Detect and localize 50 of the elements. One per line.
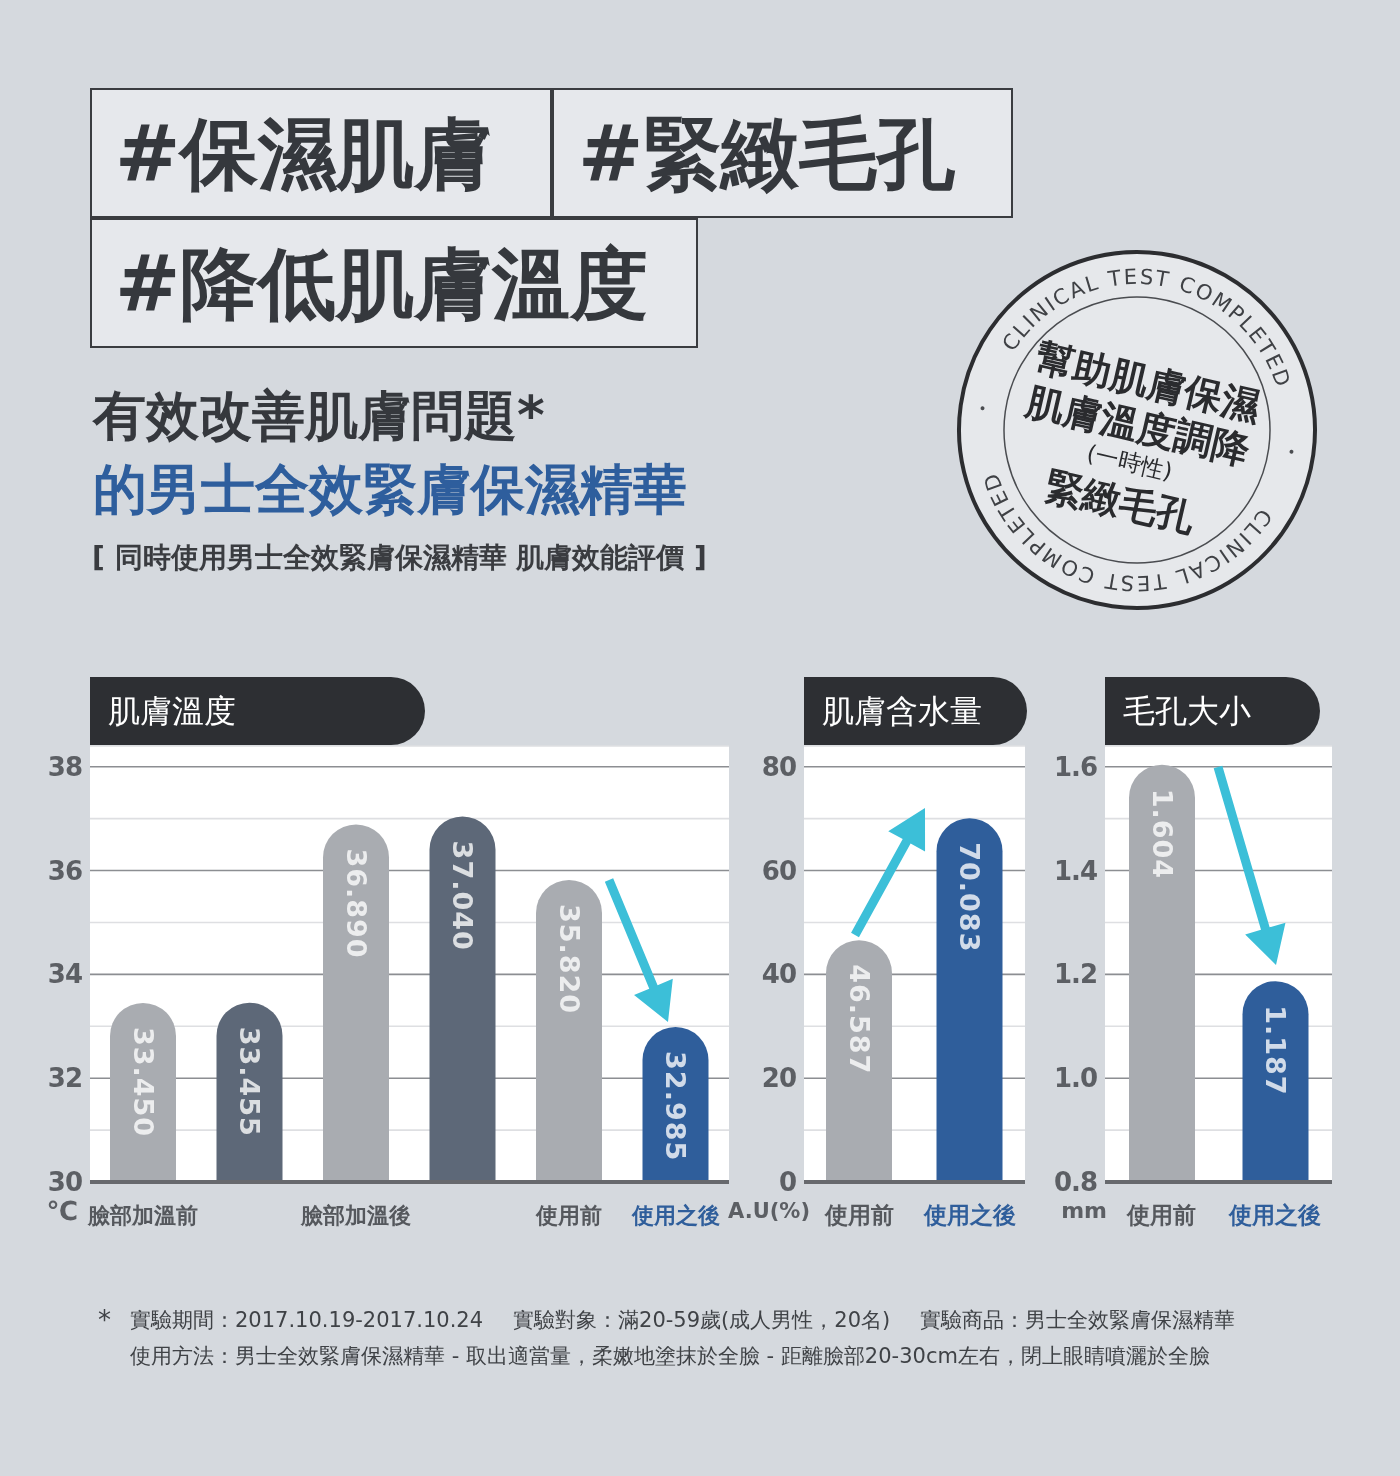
y-tick-label: 0	[778, 1167, 796, 1197]
y-tick-label: 80	[761, 751, 796, 782]
y-tick-label: 30	[47, 1167, 82, 1197]
y-tick-label: 1.6	[1053, 751, 1097, 782]
text: 實驗商品：男士全效緊膚保濕精華	[920, 1307, 1236, 1334]
data-label: 35.820	[553, 903, 585, 1015]
y-tick-label: 36	[47, 855, 82, 886]
text: 使用方法：男士全效緊膚保濕精華 - 取出適當量，柔嫩地塗抹於全臉 - 距離臉部20-30cm左右，閉上眼睛噴灑於全臉	[130, 1343, 1210, 1370]
x-tick-label: 臉部加溫後	[300, 1203, 412, 1228]
data-label: 36.890	[340, 848, 372, 959]
data-label: 37.040	[447, 840, 478, 951]
text: 的男士全效緊膚保濕精華	[93, 458, 687, 522]
y-tick-label: 0.8	[1053, 1167, 1097, 1197]
text: 實驗期間：2017.10.19-2017.10.24	[130, 1307, 484, 1334]
x-tick-label: 使用之後	[630, 1203, 720, 1228]
x-tick-label: 臉部加溫前	[87, 1203, 199, 1228]
data-label: 32.985	[660, 1051, 691, 1162]
text: #保濕肌膚	[115, 109, 493, 199]
data-label: 1.187	[1260, 1005, 1291, 1096]
y-tick-label: 60	[761, 855, 796, 886]
x-tick-label: 使用前	[823, 1202, 894, 1228]
text: *	[98, 1304, 111, 1337]
data-label: 33.455	[234, 1026, 265, 1137]
data-label: 33.450	[127, 1026, 159, 1138]
chart-title: 毛孔大小	[1123, 692, 1251, 730]
chart-title: 肌膚溫度	[108, 692, 236, 730]
data-label: 70.083	[954, 842, 985, 953]
text: 實驗對象：滿20-59歲(成人男性，20名)	[513, 1307, 891, 1334]
y-tick-label: 20	[761, 1063, 796, 1094]
text: #緊緻毛孔	[578, 109, 956, 199]
y-axis-title: ℃	[46, 1196, 78, 1226]
chart-title: 肌膚含水量	[822, 692, 982, 730]
y-tick-label: 1.2	[1053, 959, 1097, 990]
x-tick-label: 使用之後	[922, 1202, 1016, 1228]
x-tick-label: 使用之後	[1228, 1202, 1322, 1228]
y-axis-title: A.U(%)	[728, 1198, 810, 1225]
text: 有效改善肌膚問題*	[93, 384, 545, 448]
y-tick-label: 38	[47, 751, 82, 782]
text: [ 同時使用男士全效緊膚保濕精華 肌膚效能評價 ]	[92, 540, 707, 576]
data-label: 46.587	[843, 964, 875, 1075]
y-tick-label: 1.4	[1053, 855, 1097, 886]
y-tick-label: 1.0	[1053, 1063, 1097, 1094]
y-axis-title: mm	[1061, 1197, 1107, 1225]
x-tick-label: 使用前	[1126, 1202, 1197, 1228]
y-tick-label: 40	[761, 959, 796, 990]
y-tick-label: 32	[47, 1063, 82, 1094]
y-tick-label: 34	[47, 959, 82, 990]
data-label: 1.604	[1146, 788, 1178, 880]
text: #降低肌膚溫度	[115, 239, 649, 329]
x-tick-label: 使用前	[535, 1203, 603, 1228]
